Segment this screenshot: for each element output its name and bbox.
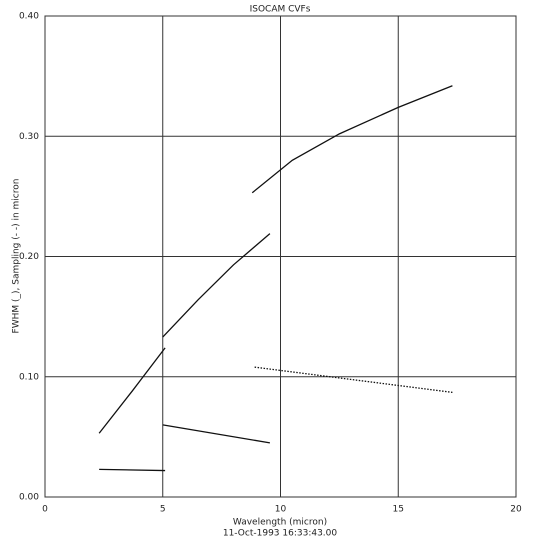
chart-title: ISOCAM CVFs [250, 5, 311, 15]
x-tick-label: 20 [510, 505, 522, 515]
y-tick-label: 0.40 [19, 12, 39, 22]
y-tick-label: 0.00 [19, 493, 39, 503]
data-line [251, 85, 453, 194]
data-line [99, 468, 166, 472]
y-tick-label: 0.10 [19, 372, 39, 382]
x-axis-label: Wavelength (micron) [233, 518, 327, 528]
data-line [162, 233, 271, 338]
y-tick-label: 0.20 [19, 252, 39, 262]
x-tick-label: 0 [42, 505, 48, 515]
data-line [162, 424, 271, 444]
x-tick-label: 10 [275, 505, 287, 515]
y-axis-label: FWHM (_), Sampling (- -) in micron [12, 179, 22, 334]
x-tick-label: 15 [393, 505, 404, 515]
subtitle: 11-Oct-1993 16:33:43.00 [223, 529, 338, 539]
y-tick-label: 0.30 [19, 132, 39, 142]
data-line [254, 366, 453, 394]
x-tick-label: 5 [160, 505, 166, 515]
data-line [98, 347, 166, 434]
